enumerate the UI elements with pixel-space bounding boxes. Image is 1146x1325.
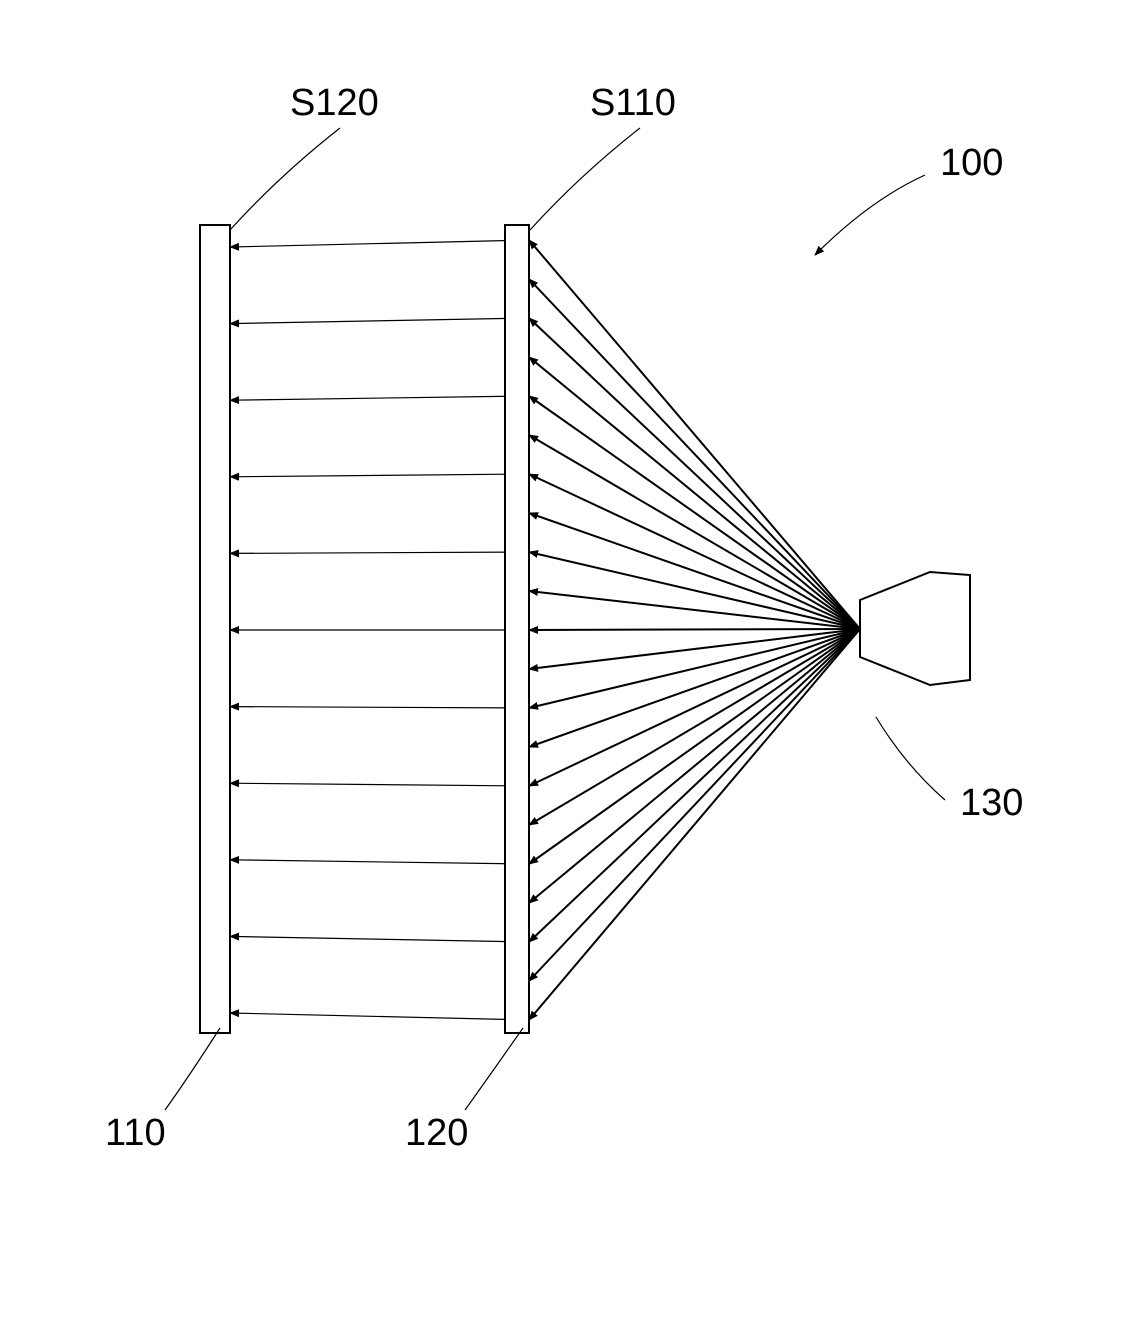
label-L120: 120: [405, 1112, 468, 1154]
label-S110: S110: [590, 82, 676, 124]
label-S120: S120: [290, 82, 379, 124]
label-L130: 130: [960, 782, 1023, 824]
background: [0, 0, 1146, 1325]
label-L100: 100: [940, 142, 1003, 184]
diagram-svg: S120 S110 100 130 110 120: [0, 0, 1146, 1325]
panel-110: [200, 225, 230, 1033]
panel-120: [505, 225, 529, 1033]
label-L110: 110: [105, 1112, 166, 1154]
ray-dense: [529, 629, 860, 630]
